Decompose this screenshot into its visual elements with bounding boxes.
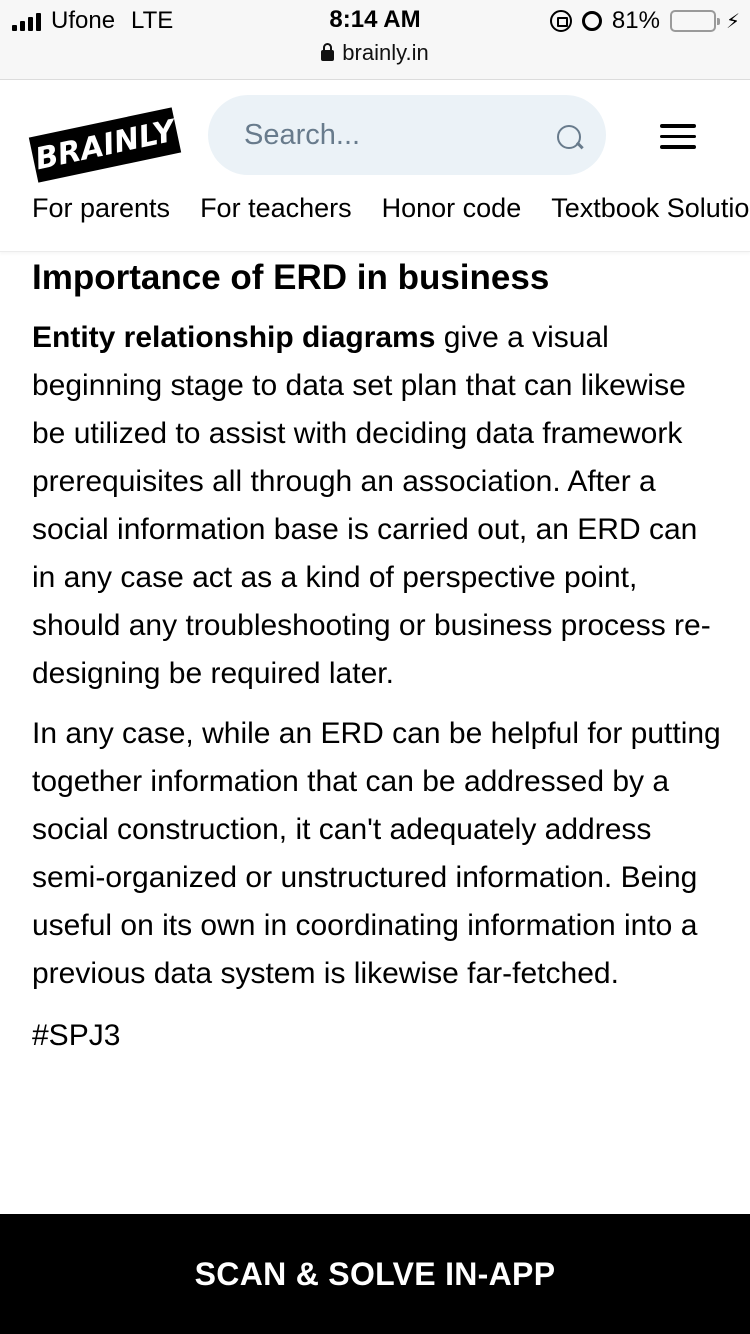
signal-icon xyxy=(12,11,41,31)
answer-content: Importance of ERD in business Entity rel… xyxy=(32,252,722,1060)
search-icon[interactable] xyxy=(557,125,581,149)
search-box[interactable] xyxy=(208,95,606,175)
nav-for-parents[interactable]: For parents xyxy=(32,193,171,223)
scan-solve-label: SCAN & SOLVE IN-APP xyxy=(194,1255,556,1292)
alarm-icon xyxy=(581,11,602,31)
battery-percent: 81% xyxy=(611,7,660,34)
status-time: 8:14 AM xyxy=(329,6,421,33)
lock-icon xyxy=(321,43,335,61)
hashtag: #SPJ3 xyxy=(32,1019,121,1052)
answer-heading: Importance of ERD in business xyxy=(32,258,550,297)
charging-bolt-icon: ⚡ xyxy=(725,10,740,33)
carrier-name: Ufone xyxy=(51,7,116,34)
site-header: BRAINLY For parents For teachers Honor cod… xyxy=(0,80,750,252)
brainly-logo[interactable]: BRAINLY xyxy=(28,107,182,183)
nav-honor-code[interactable]: Honor code xyxy=(381,193,522,223)
answer-paragraph-2: In any case, while an ERD can be helpful… xyxy=(32,717,721,990)
logo-text: BRAINLY xyxy=(32,113,178,177)
paragraph-1-text: give a visual beginning stage to data se… xyxy=(32,321,711,690)
nav-for-teachers[interactable]: For teachers xyxy=(200,193,352,223)
battery-icon xyxy=(669,10,720,32)
top-nav: For parents For teachers Honor code Textboo… xyxy=(32,193,750,224)
network-type: LTE xyxy=(131,7,174,34)
scan-solve-button[interactable]: SCAN & SOLVE IN-APP xyxy=(0,1214,750,1334)
status-left: Ufone LTE xyxy=(12,6,173,36)
rotation-lock-icon xyxy=(549,10,572,32)
address-bar[interactable]: brainly.in xyxy=(0,40,750,66)
url-text: brainly.in xyxy=(342,40,429,65)
hamburger-menu-icon[interactable] xyxy=(660,124,696,149)
status-bar: Ufone LTE 8:14 AM 81% ⚡ brainly.in xyxy=(0,0,750,80)
bold-term: Entity relationship diagrams xyxy=(32,321,436,354)
nav-textbook-solutions[interactable]: Textbook Solutions xyxy=(551,193,750,223)
answer-paragraph-1: Entity relationship diagrams give a visu… xyxy=(32,314,722,698)
status-right: 81% ⚡ xyxy=(549,6,740,36)
search-input[interactable] xyxy=(244,115,544,155)
